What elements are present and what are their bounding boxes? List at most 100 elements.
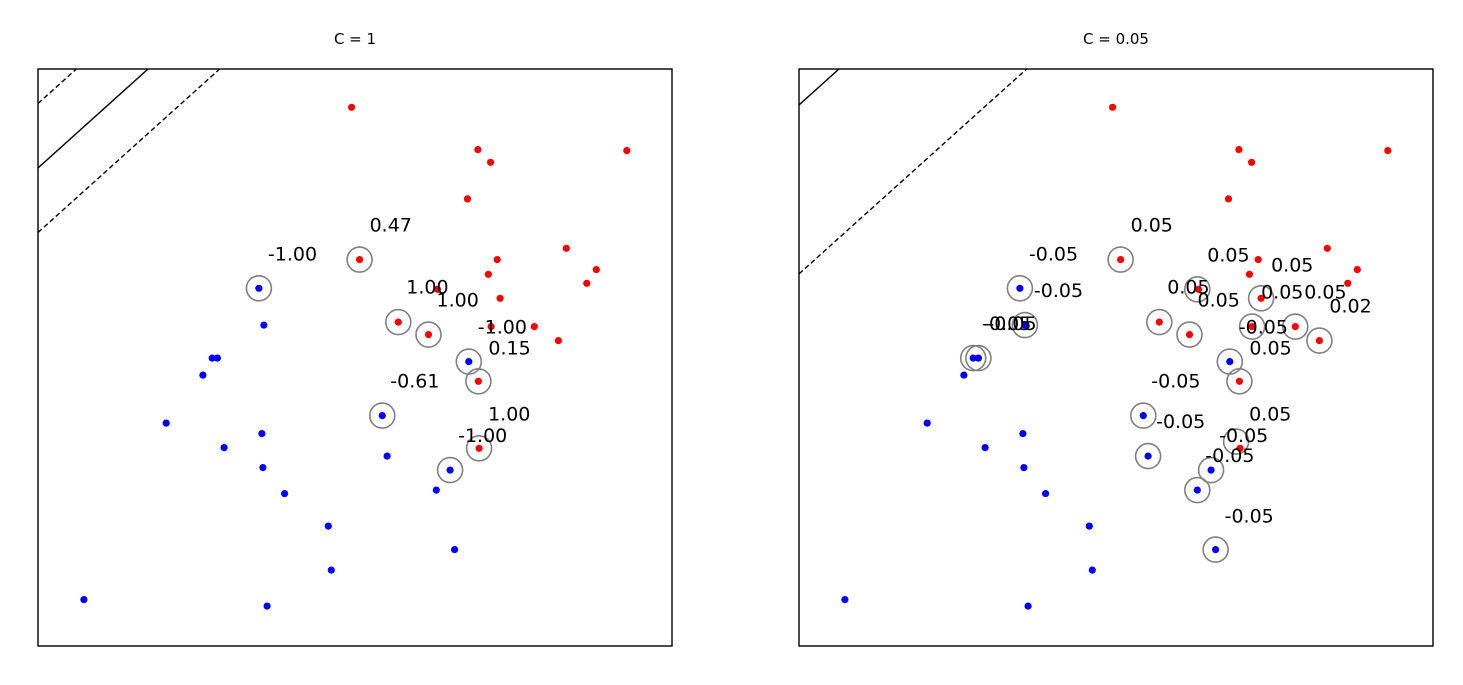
right-support-vector-ring <box>1184 476 1211 504</box>
left-point-class-neg <box>327 566 335 574</box>
right-dual-coef-label: 0.05 <box>1131 215 1173 237</box>
left-point-class-neg <box>324 522 332 530</box>
right-point-class-pos <box>1344 279 1352 287</box>
right-point-class-pos <box>1236 444 1244 452</box>
right-point-class-pos <box>1155 318 1163 326</box>
right-point-class-pos <box>1109 103 1117 111</box>
right-point-class-pos <box>1353 266 1361 274</box>
left-point-class-pos <box>496 294 504 302</box>
right-plot-title: C = 0.05 <box>1083 30 1149 48</box>
right-point-class-pos <box>1248 323 1256 331</box>
right-point-class-neg <box>1226 358 1234 366</box>
left-dual-coef-label: -1.00 <box>458 425 507 447</box>
right-point-class-pos <box>1185 331 1194 339</box>
right-dual-coef-label: -0.05 <box>1034 280 1083 302</box>
right-point-class-pos <box>1117 256 1125 264</box>
right-dual-coef-label: -0.05 <box>1156 411 1205 433</box>
left-point-class-neg <box>162 419 170 427</box>
right-support-vector-ring <box>1197 456 1225 484</box>
right-support-vector-ring <box>1011 311 1039 339</box>
left-dual-coef-label: 0.15 <box>488 337 530 359</box>
right-plot: C = 0.05 0.050.05 0.050.050.05 0.05 0.050.0… <box>798 30 1434 647</box>
right-axes-frame <box>798 68 1434 647</box>
left-point-class-neg <box>465 358 473 366</box>
right-point-class-neg <box>1144 452 1152 460</box>
right-point-class-neg <box>960 371 968 379</box>
right-support-vector-ring <box>1176 321 1203 348</box>
left-support-vector-ring <box>436 456 464 484</box>
left-point-class-pos <box>475 444 483 452</box>
right-point-class-neg <box>1021 321 1029 329</box>
right-point-class-pos <box>1254 256 1262 264</box>
left-point-class-pos <box>356 256 364 264</box>
left-dual-coef-label: -0.61 <box>390 371 439 393</box>
left-dual-coef-label: 1.00 <box>406 277 448 299</box>
right-support-vector-ring <box>1107 246 1134 273</box>
right-point-class-neg <box>841 596 849 604</box>
left-point-class-pos <box>474 146 482 154</box>
right-point-class-pos <box>1235 377 1243 385</box>
left-support-vector-ring <box>245 274 273 302</box>
left-point-class-pos <box>487 158 495 166</box>
right-dual-coef-label: 0.05 <box>1261 281 1303 303</box>
left-point-class-neg <box>378 412 386 420</box>
left-point-class-pos <box>474 377 482 385</box>
right-point-class-neg <box>1016 284 1024 292</box>
left-support-vector-ring <box>465 434 493 462</box>
right-point-class-pos <box>1257 294 1265 302</box>
left-support-vector-ring <box>455 348 483 375</box>
right-point-class-neg <box>1139 412 1147 420</box>
right-dual-coef-label: -0.05 <box>1239 317 1288 339</box>
left-point-class-pos <box>394 318 402 326</box>
right-support-vector-ring <box>1238 313 1266 340</box>
left-dual-coef-label: 1.00 <box>488 403 530 425</box>
right-decision-boundary <box>799 69 840 106</box>
right-dual-coef-label: -0.05 <box>1205 445 1254 467</box>
left-point-class-neg <box>213 354 221 362</box>
right-dual-coef-label: 0.05 <box>1271 255 1313 277</box>
right-dual-coef-label: 0.05 <box>1167 277 1209 299</box>
right-point-class-neg <box>923 419 931 427</box>
right-point-class-neg <box>1085 522 1093 530</box>
right-point-class-pos <box>1315 337 1323 345</box>
left-support-vector-ring <box>415 321 442 348</box>
right-point-class-neg <box>974 354 983 362</box>
left-point-class-pos <box>562 244 570 252</box>
right-point-class-pos <box>1224 195 1233 203</box>
left-point-class-pos <box>348 103 356 111</box>
right-point-class-pos <box>1291 323 1299 331</box>
left-point-class-neg <box>451 546 459 554</box>
right-point-class-pos <box>1384 147 1392 155</box>
left-point-class-neg <box>220 444 228 452</box>
left-point-class-pos <box>463 195 472 203</box>
right-point-class-pos <box>1245 270 1253 278</box>
right-dual-coef-label: 0.05 <box>1304 281 1346 303</box>
right-point-class-neg <box>981 444 989 452</box>
left-point-class-pos <box>487 323 495 331</box>
right-point-class-pos <box>1235 146 1243 154</box>
right-dual-coef-label: 0.05 <box>1249 403 1291 425</box>
right-point-class-pos <box>1323 244 1331 252</box>
left-point-class-pos <box>424 331 433 339</box>
left-plot: C = 1 0.471.001.000.151.00-1.00-0.61-1.0… <box>37 30 673 647</box>
right-point-class-pos <box>1194 285 1203 293</box>
right-support-vector-ring <box>1184 275 1211 303</box>
right-dual-coef-label: -0.05 <box>1151 371 1200 393</box>
right-point-class-pos <box>1248 158 1256 166</box>
left-axes-frame <box>37 68 673 647</box>
left-point-class-neg <box>199 371 207 379</box>
left-point-class-neg <box>281 490 289 498</box>
left-point-class-pos <box>583 279 591 287</box>
right-dual-coef-label: -0.05 <box>982 313 1031 335</box>
left-dual-coef-label: 1.00 <box>437 290 479 312</box>
left-support-vector-ring <box>368 402 396 429</box>
left-point-class-pos <box>623 147 631 155</box>
right-point-class-neg <box>1024 602 1032 610</box>
right-point-class-neg <box>1020 464 1028 472</box>
left-point-class-neg <box>446 466 454 474</box>
right-point-class-neg <box>1088 566 1096 574</box>
right-support-vector-ring <box>959 344 987 372</box>
right-dual-coef-label: -0.05 <box>987 313 1036 335</box>
right-dual-coef-label: 0.05 <box>1207 245 1249 267</box>
